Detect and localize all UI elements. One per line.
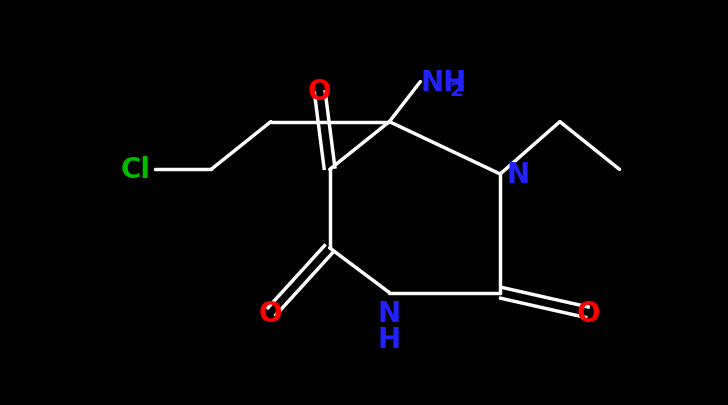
Text: O: O (577, 299, 601, 327)
Text: N: N (378, 299, 401, 327)
Text: N: N (507, 161, 529, 189)
Text: NH: NH (420, 68, 467, 96)
Text: Cl: Cl (121, 156, 151, 184)
Text: O: O (308, 78, 331, 106)
Text: 2: 2 (450, 81, 464, 100)
Text: H: H (378, 325, 401, 353)
Text: O: O (259, 299, 282, 327)
